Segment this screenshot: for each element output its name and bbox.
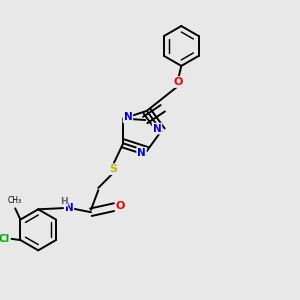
Text: CH₃: CH₃ xyxy=(8,196,22,205)
Text: S: S xyxy=(109,164,117,174)
Text: N: N xyxy=(137,148,146,158)
Text: O: O xyxy=(174,77,183,87)
Text: N: N xyxy=(64,203,74,213)
Text: H: H xyxy=(60,197,68,206)
Text: N: N xyxy=(124,112,132,122)
Text: O: O xyxy=(116,201,125,211)
Text: Cl: Cl xyxy=(0,234,10,244)
Text: N: N xyxy=(153,124,161,134)
